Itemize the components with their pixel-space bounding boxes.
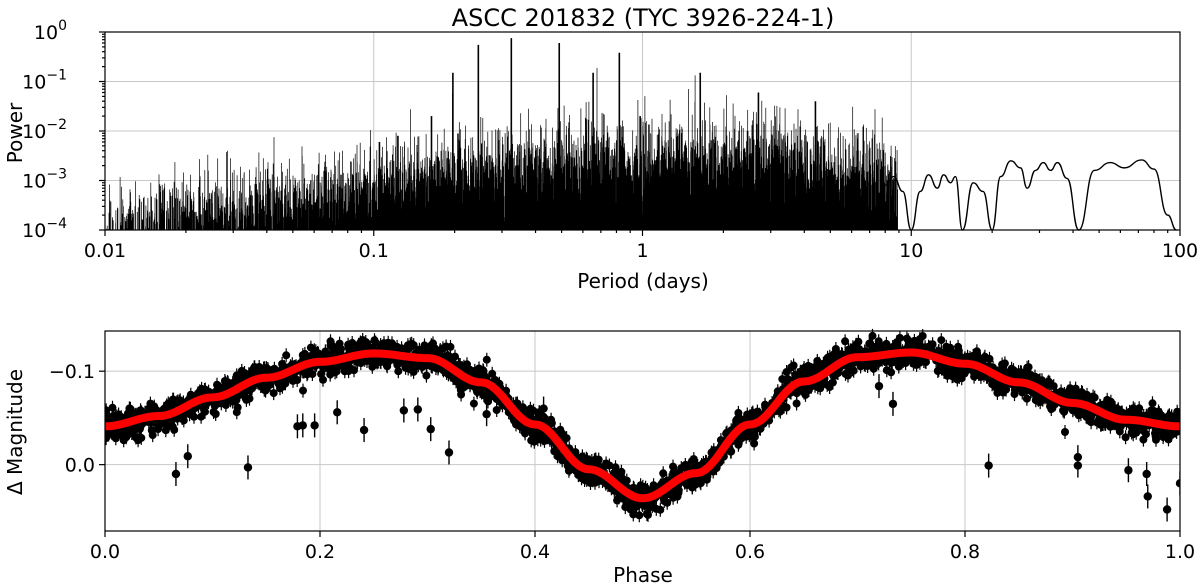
lightcurve-outlier xyxy=(333,408,342,417)
lightcurve-outlier xyxy=(171,469,181,479)
lightcurve-x-tick-label: 1.0 xyxy=(1165,541,1195,563)
periodogram-y-ticks: 10−4 10−3 10−2 10−1 100 xyxy=(22,18,105,242)
lightcurve-outlier xyxy=(482,409,491,419)
lightcurve-outlier xyxy=(183,452,192,461)
periodogram-x-tick-label: 0.1 xyxy=(359,240,389,262)
periodogram-y-tick-label: 10−4 xyxy=(22,216,67,242)
lightcurve-outlier xyxy=(399,406,409,415)
lightcurve-outlier xyxy=(413,405,423,414)
lightcurve-outlier xyxy=(444,448,454,457)
lightcurve-data xyxy=(105,328,1180,523)
periodogram-panel: ASCC 201832 (TYC 3926-224-1) 0.01 0.1 1 10 1… xyxy=(3,4,1198,293)
lightcurve-outlier xyxy=(298,421,307,430)
periodogram-noise xyxy=(106,67,898,230)
lightcurve-model-curve xyxy=(105,348,1180,503)
lightcurve-x-tick-label: 0.6 xyxy=(735,541,765,563)
lightcurve-outlier xyxy=(1162,505,1172,514)
lightcurve-x-label: Phase xyxy=(613,563,673,585)
lightcurve-y-ticks: 0.0 −0.1 xyxy=(49,361,105,477)
lightcurve-y-label: Δ Magnitude xyxy=(3,369,27,495)
periodogram-long-period-curve xyxy=(885,159,1177,231)
lightcurve-outlier xyxy=(1124,466,1133,475)
lightcurve-panel: 0.0 0.2 0.4 0.6 0.8 1.0 0.0 −0.1 Phase Δ Magni… xyxy=(3,328,1195,585)
lightcurve-x-tick-label: 0.8 xyxy=(950,541,980,563)
periodogram-y-tick-label: 10−1 xyxy=(22,68,67,94)
lightcurve-outlier xyxy=(359,425,369,435)
lightcurve-outlier xyxy=(310,421,319,430)
periodogram-y-tick-label: 10−3 xyxy=(22,167,67,193)
lightcurve-outlier xyxy=(243,463,253,472)
lightcurve-outlier xyxy=(1073,461,1083,470)
lightcurve-x-tick-label: 0.2 xyxy=(305,541,335,563)
lightcurve-x-tick-label: 0.0 xyxy=(90,541,120,563)
periodogram-y-tick-label: 10−2 xyxy=(22,117,67,143)
lightcurve-outlier xyxy=(984,461,993,470)
periodogram-x-tick-label: 0.01 xyxy=(84,240,126,262)
periodogram-y-label: Power xyxy=(3,102,27,163)
periodogram-x-ticks: 0.01 0.1 1 10 100 xyxy=(84,230,1198,262)
periodogram-x-tick-label: 100 xyxy=(1162,240,1198,262)
lightcurve-x-ticks: 0.0 0.2 0.4 0.6 0.8 1.0 xyxy=(90,531,1195,563)
lightcurve-outlier xyxy=(539,404,548,413)
lightcurve-outlier xyxy=(874,381,884,391)
periodogram-x-tick-label: 1 xyxy=(636,240,648,262)
lightcurve-outlier xyxy=(888,399,898,409)
lightcurve-points xyxy=(105,328,1180,523)
lightcurve-y-tick-label: 0.0 xyxy=(65,455,95,477)
chart-title: ASCC 201832 (TYC 3926-224-1) xyxy=(452,4,835,32)
lightcurve-y-tick-label: −0.1 xyxy=(49,361,95,383)
periodogram-data xyxy=(106,38,1177,231)
lightcurve-outlier xyxy=(1142,469,1151,479)
lightcurve-outlier xyxy=(1143,492,1152,501)
lightcurve-outlier xyxy=(1175,479,1180,488)
lightcurve-frame xyxy=(104,330,1181,532)
periodogram-x-label: Period (days) xyxy=(577,269,709,293)
lightcurve-outlier xyxy=(426,424,435,434)
periodogram-x-tick-label: 10 xyxy=(899,240,923,262)
periodogram-y-tick-label: 100 xyxy=(34,18,67,44)
lightcurve-x-tick-label: 0.4 xyxy=(520,541,550,563)
